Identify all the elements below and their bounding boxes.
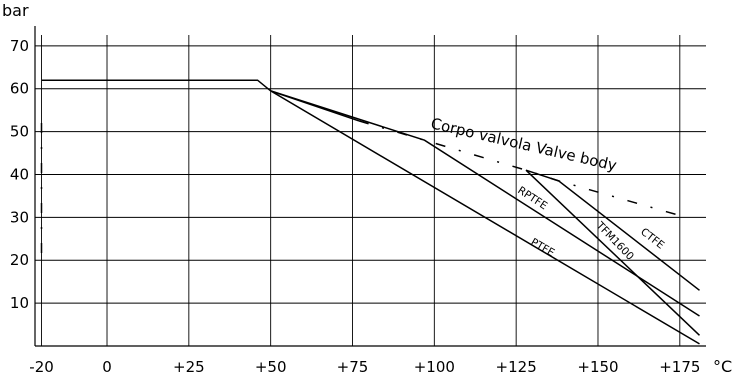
curve-tfm1600 bbox=[525, 169, 701, 336]
y-axis-unit: bar bbox=[2, 1, 29, 20]
curve-corpo-valvola-valve-body bbox=[270, 90, 360, 122]
x-tick-label: +25 bbox=[173, 358, 205, 376]
y-tick-label: 20 bbox=[10, 251, 29, 269]
x-tick-label: +50 bbox=[255, 358, 287, 376]
label-rptfe: RPTFE bbox=[515, 184, 549, 212]
x-tick-label: +125 bbox=[496, 358, 537, 376]
x-tick-label: +175 bbox=[659, 358, 700, 376]
label-valve-body: Corpo valvola Valve body bbox=[429, 114, 618, 174]
y-tick-labels: 10 20 30 40 50 60 70 bbox=[10, 37, 29, 312]
curves bbox=[40, 79, 701, 345]
x-tick-label: +75 bbox=[337, 358, 369, 376]
x-tick-label: -20 bbox=[29, 358, 54, 376]
x-axis-unit: °C bbox=[713, 357, 732, 376]
x-tick-label: 0 bbox=[102, 358, 112, 376]
y-tick-label: 70 bbox=[10, 37, 29, 55]
curve-rptfe bbox=[270, 90, 700, 317]
y-tick-label: 60 bbox=[10, 80, 29, 98]
label-ptfe: PTFE bbox=[529, 236, 557, 259]
x-tick-label: +100 bbox=[414, 358, 455, 376]
curve-ptfe bbox=[41, 79, 700, 345]
y-tick-label: 30 bbox=[10, 208, 29, 226]
curve-corpo-valvola-valve-body-dashed- bbox=[358, 120, 687, 219]
y-tick-label: 40 bbox=[10, 165, 29, 183]
x-tick-label: +150 bbox=[577, 358, 618, 376]
grid bbox=[35, 35, 706, 346]
x-tick-labels: -20 0 +25 +50 +75 +100 +125 +150 +175 bbox=[29, 358, 700, 376]
axes bbox=[34, 26, 706, 347]
y-tick-label: 50 bbox=[10, 123, 29, 141]
label-ctfe: CTFE bbox=[638, 226, 666, 252]
y-tick-label: 10 bbox=[10, 294, 29, 312]
